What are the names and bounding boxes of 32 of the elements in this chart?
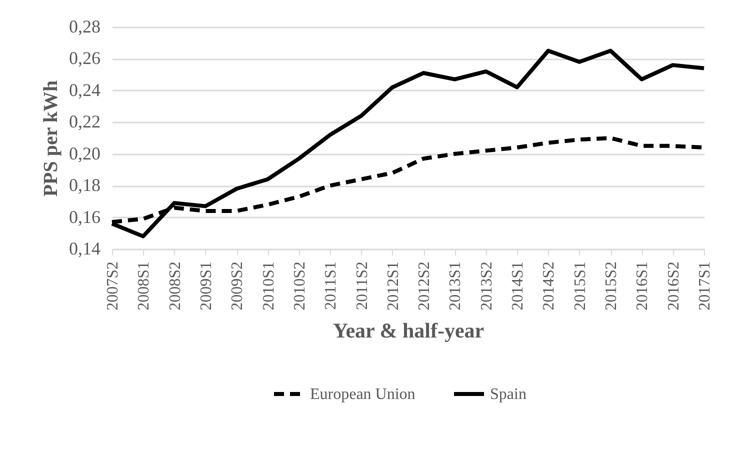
x-tick-label: 2015S1 [572, 262, 589, 310]
x-tick-label: 2015S2 [603, 262, 620, 310]
x-axis-title: Year & half-year [332, 318, 484, 342]
x-tick-label: 2009S2 [229, 262, 246, 310]
x-tick-label: 2012S2 [416, 262, 434, 310]
x-tick-label: 2017S1 [696, 262, 714, 310]
y-tick-label: 0,14 [69, 238, 100, 258]
legend-label: Spain [490, 386, 526, 403]
x-tick-label: 2013S2 [478, 262, 496, 310]
y-tick-label: 0,18 [69, 175, 100, 196]
x-tick-label: 2014S1 [510, 262, 527, 310]
x-tick-label: 2016S1 [634, 262, 652, 310]
x-tick-label: 2009S1 [198, 262, 215, 310]
x-tick-label: 2014S2 [540, 262, 558, 310]
x-tick-label: 2016S2 [665, 262, 682, 310]
y-tick-label: 0,28 [69, 16, 100, 36]
y-tick-label: 0,20 [69, 143, 100, 164]
x-tick-label: 2012S1 [384, 262, 402, 310]
y-tick-label: 0,22 [69, 112, 100, 132]
x-tick-label: 2013S1 [447, 262, 464, 310]
x-tick-label: 2011S1 [322, 262, 340, 310]
y-axis-title: PPS per kWh [40, 80, 62, 197]
y-tick-label: 0,26 [69, 48, 100, 68]
x-tick-label: 2008S2 [166, 262, 184, 310]
legend-label: European Union [310, 386, 416, 403]
x-tick-label: 2008S1 [136, 262, 153, 310]
y-tick-label: 0,24 [69, 80, 100, 100]
x-tick-label: 2007S2 [104, 262, 122, 310]
x-tick-label: 2011S2 [354, 262, 371, 310]
x-tick-label: 2010S2 [291, 262, 308, 310]
y-tick-label: 0,16 [69, 206, 100, 227]
x-tick-label: 2010S1 [260, 262, 278, 310]
